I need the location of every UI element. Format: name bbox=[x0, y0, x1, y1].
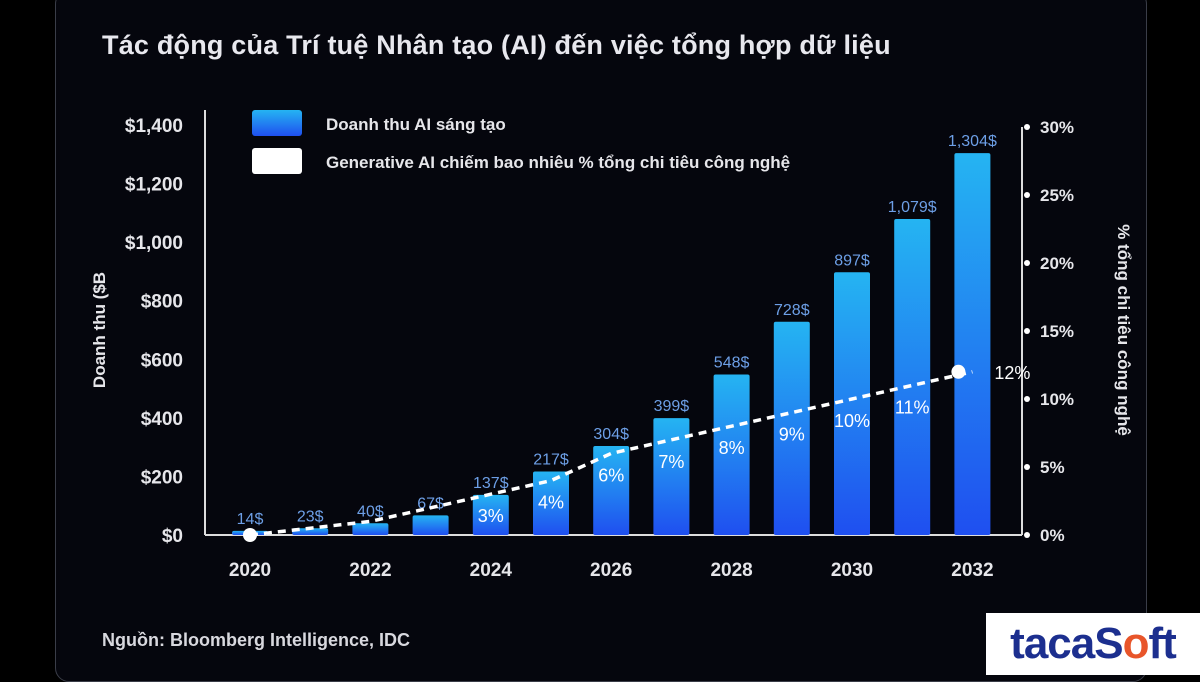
y2-tick-mark bbox=[1024, 532, 1030, 538]
y2-tick-mark bbox=[1024, 396, 1030, 402]
line-value-label: 7% bbox=[658, 452, 684, 472]
bar bbox=[412, 515, 449, 535]
y-tick-label: $0 bbox=[162, 526, 183, 547]
bar-value-label: 728$ bbox=[774, 302, 810, 319]
x-tick-label: 2026 bbox=[590, 560, 632, 581]
line-value-label: 6% bbox=[598, 465, 624, 485]
bar bbox=[954, 153, 991, 535]
bar bbox=[773, 321, 810, 535]
x-tick-label: 2020 bbox=[229, 560, 271, 581]
bar bbox=[472, 494, 509, 535]
bar-value-label: 897$ bbox=[834, 252, 870, 269]
bar-value-label: 1,079$ bbox=[888, 199, 937, 216]
legend-label-bar: Doanh thu AI sáng tạo bbox=[326, 115, 506, 134]
bar-value-label: 399$ bbox=[654, 398, 690, 415]
y-tick-label: $1,400 bbox=[125, 116, 183, 137]
legend-swatch-bar bbox=[252, 110, 302, 136]
y2-tick-label: 20% bbox=[1040, 254, 1074, 273]
y-tick-label: $600 bbox=[141, 350, 183, 371]
y-tick-label: $1,000 bbox=[125, 233, 183, 254]
bar bbox=[593, 445, 630, 535]
bar-value-label: 67$ bbox=[417, 495, 444, 512]
bar bbox=[653, 418, 690, 535]
bar-value-label: 217$ bbox=[533, 451, 569, 468]
y2-tick-label: 10% bbox=[1040, 390, 1074, 409]
y2-tick-mark bbox=[1024, 464, 1030, 470]
y-tick-label: $200 bbox=[141, 467, 183, 488]
bar-value-label: 23$ bbox=[297, 508, 324, 525]
y2-tick-label: 30% bbox=[1040, 118, 1074, 137]
y-tick-label: $400 bbox=[141, 409, 183, 430]
y2-tick-mark bbox=[1024, 328, 1030, 334]
y2-axis-title: % tổng chi tiêu công nghệ bbox=[1114, 224, 1133, 436]
line-value-label: 11% bbox=[895, 397, 930, 417]
y2-tick-label: 25% bbox=[1040, 186, 1074, 205]
y2-tick-label: 5% bbox=[1040, 458, 1065, 477]
x-tick-label: 2028 bbox=[710, 560, 752, 581]
chart-title: Tác động của Trí tuệ Nhân tạo (AI) đến v… bbox=[102, 30, 891, 60]
line-value-label: 4% bbox=[538, 493, 564, 513]
bar bbox=[533, 471, 569, 535]
y2-tick-mark bbox=[1024, 192, 1030, 198]
source-note: Nguồn: Bloomberg Intelligence, IDC bbox=[102, 630, 411, 650]
bar bbox=[713, 374, 750, 535]
x-tick-label: 2024 bbox=[470, 560, 513, 581]
y-tick-label: $800 bbox=[141, 292, 183, 313]
line-value-label: 10% bbox=[834, 411, 870, 431]
line-point bbox=[951, 364, 966, 379]
bar bbox=[894, 219, 931, 535]
x-tick-label: 2032 bbox=[951, 560, 993, 581]
x-tick-label: 2030 bbox=[831, 560, 873, 581]
line-value-label: 8% bbox=[719, 438, 745, 458]
bar-value-label: 14$ bbox=[237, 511, 264, 528]
bar-value-label: 548$ bbox=[714, 355, 750, 372]
line-value-label: 12% bbox=[994, 363, 1030, 383]
y2-tick-label: 15% bbox=[1040, 322, 1074, 341]
bar-value-label: 137$ bbox=[473, 475, 509, 492]
y2-tick-mark bbox=[1024, 260, 1030, 266]
bar-value-label: 1,304$ bbox=[948, 133, 997, 150]
legend-label-line: Generative AI chiếm bao nhiêu % tổng chi… bbox=[326, 153, 790, 172]
line-value-label: 3% bbox=[478, 506, 504, 526]
x-tick-label: 2022 bbox=[349, 560, 391, 581]
legend-swatch-line bbox=[252, 148, 302, 174]
bar bbox=[834, 272, 870, 535]
line-point bbox=[243, 528, 257, 542]
percent-line bbox=[249, 370, 973, 537]
y-tick-label: $1,200 bbox=[125, 175, 183, 196]
bar-value-label: 40$ bbox=[357, 503, 384, 520]
y-axis-title: Doanh thu ($B bbox=[90, 272, 109, 388]
bar-value-label: 304$ bbox=[593, 426, 629, 443]
line-value-label: 9% bbox=[779, 425, 805, 445]
y2-tick-label: 0% bbox=[1040, 526, 1065, 545]
bar bbox=[292, 528, 329, 535]
bar bbox=[352, 523, 389, 535]
y2-tick-mark bbox=[1024, 124, 1030, 130]
